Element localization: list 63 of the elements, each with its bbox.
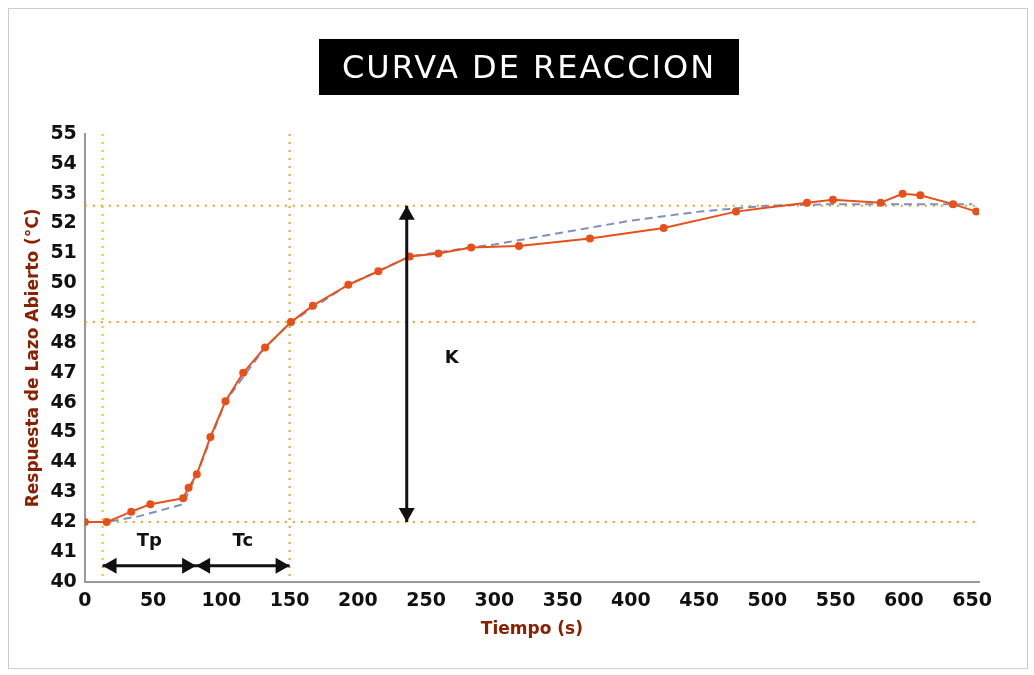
y-axis-title: Respuesta de Lazo Abierto (°C)	[21, 208, 42, 508]
y-tick-label: 45	[50, 419, 77, 442]
y-tick-label: 44	[50, 449, 77, 472]
point	[514, 241, 523, 250]
y-tick-label: 47	[50, 359, 77, 382]
annotation: K	[444, 345, 460, 367]
x-tick-label: 350	[542, 588, 583, 611]
point	[374, 267, 383, 276]
y-tick-label: 49	[50, 300, 77, 323]
x-tick-label: 500	[747, 588, 788, 611]
y-tick-label: 40	[50, 568, 77, 591]
point	[179, 494, 188, 503]
point	[802, 198, 811, 207]
y-tick-label: 54	[50, 150, 77, 173]
y-tick-label: 43	[50, 479, 77, 502]
x-tick-label: 300	[474, 588, 515, 611]
y-tick-label: 48	[50, 329, 77, 352]
point	[206, 433, 215, 442]
point	[828, 195, 837, 204]
point	[434, 249, 443, 258]
point	[876, 198, 885, 207]
x-tick-label: 450	[679, 588, 719, 611]
point	[344, 280, 353, 289]
point	[916, 191, 925, 200]
point	[221, 397, 230, 406]
x-tick-label: 0	[78, 588, 92, 611]
point	[261, 343, 270, 352]
point	[239, 368, 248, 377]
point	[949, 200, 958, 209]
x-axis-title: Tiempo (s)	[480, 618, 583, 639]
point	[127, 507, 136, 516]
y-tick-label: 55	[50, 120, 77, 143]
y-tick-label: 53	[50, 180, 77, 203]
y-tick-label: 52	[50, 210, 77, 233]
point	[184, 483, 193, 492]
point	[308, 301, 317, 310]
x-tick-label: 100	[201, 588, 242, 611]
y-tick-label: 51	[50, 240, 77, 263]
point	[286, 318, 295, 327]
x-tick-label: 50	[139, 588, 167, 611]
y-tick-label: 42	[50, 509, 77, 532]
x-tick-label: 600	[884, 588, 924, 611]
chart-title: CURVA DE REACCION	[319, 39, 739, 95]
point	[585, 234, 594, 243]
point	[467, 243, 476, 252]
x-tick-label: 200	[338, 588, 378, 611]
x-tick-label: 650	[952, 588, 993, 611]
point	[659, 224, 668, 233]
y-tick-label: 41	[50, 538, 77, 561]
y-tick-label: 50	[50, 270, 77, 293]
point	[192, 470, 201, 479]
x-tick-label: 250	[406, 588, 446, 611]
point	[972, 207, 979, 216]
point	[146, 500, 155, 509]
x-tick-label: 400	[611, 588, 651, 611]
x-tick-label: 550	[815, 588, 856, 611]
annotation: Tp	[136, 529, 163, 551]
point	[102, 518, 111, 527]
point	[898, 189, 907, 198]
annotation: Tc	[232, 529, 254, 551]
y-tick-label: 46	[50, 389, 77, 412]
point	[732, 207, 741, 216]
x-tick-label: 150	[269, 588, 310, 611]
